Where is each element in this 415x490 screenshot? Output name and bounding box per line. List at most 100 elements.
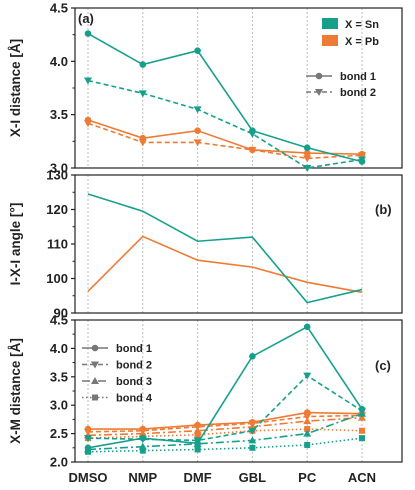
y-tick-label: 120 (46, 202, 68, 217)
data-point (303, 417, 312, 425)
data-point (303, 144, 311, 152)
data-point (304, 426, 311, 433)
series-line-sn-bond-2 (87, 374, 363, 442)
series-line-pb (87, 235, 363, 294)
legend-marker (91, 377, 99, 384)
data-point (248, 130, 257, 138)
data-point (84, 30, 92, 37)
legend-label: X = Sn (345, 19, 379, 31)
data-point (303, 149, 311, 157)
y-tick-label: 130 (46, 168, 68, 183)
data-point (358, 152, 366, 160)
legend-label: bond 2 (340, 87, 376, 99)
data-point (303, 165, 312, 172)
y-tick-label: 3.5 (50, 107, 68, 122)
series-line-sn-bond-4 (87, 437, 363, 453)
data-point (84, 435, 92, 443)
x-tick-label: ACN (348, 470, 376, 485)
legend-label: X = Pb (345, 36, 379, 48)
data-point (248, 436, 257, 444)
panel-b: 90 100 110 120 130 I-X-I angle [°] (b) (8, 168, 403, 321)
series-line-pb-bond-2 (87, 414, 363, 433)
data-point (358, 409, 366, 417)
y-tick-label: 4.0 (50, 341, 68, 356)
panel-c: 2.0 2.5 3.0 3.5 4.0 4.5 X-M distance [Å] (c) bon… (8, 313, 403, 485)
data-point (303, 429, 312, 437)
data-point (248, 427, 257, 435)
y-tick-label: 3.0 (50, 398, 68, 413)
series-line-pb-bond-4 (87, 428, 363, 439)
data-point (138, 139, 147, 147)
y-tick-label: 2.0 (50, 455, 68, 470)
legend-marker (91, 344, 99, 352)
data-point (304, 441, 311, 448)
panel-label: (b) (375, 202, 392, 217)
data-point (194, 446, 201, 453)
y-tick-label: 3.0 (50, 161, 68, 176)
data-point (249, 353, 256, 360)
data-point (303, 413, 312, 421)
legend-label: bond 4 (116, 393, 153, 405)
legend-label: bond 1 (340, 71, 376, 83)
data-point (249, 444, 256, 451)
series-line-sn-bond-2 (87, 79, 363, 169)
data-point (193, 139, 202, 147)
data-point (303, 155, 312, 163)
data-point (138, 90, 147, 98)
legend-swatch-pb (322, 35, 338, 46)
data-point (139, 61, 147, 68)
legend-swatch-sn (322, 18, 338, 29)
data-point (194, 431, 201, 438)
data-point (358, 156, 366, 164)
data-point (303, 372, 312, 380)
legend-marker (92, 394, 98, 401)
data-point (194, 47, 201, 54)
series-line-pb-bond-1 (88, 411, 363, 430)
x-tick-label: DMF (184, 470, 212, 485)
data-point (194, 127, 201, 134)
panel-a: 3.0 3.5 4.0 4.5 X-I distance [Å] (a) X = Sn X =… (8, 1, 403, 176)
y-tick-label: 4.5 (50, 313, 68, 328)
y-axis-label: X-M distance [Å] (8, 338, 23, 444)
y-tick-label: 100 (46, 271, 68, 286)
y-tick-label: 4.5 (50, 1, 68, 16)
legend-label: bond 3 (116, 376, 152, 388)
panel-label: (c) (375, 358, 391, 373)
data-point (358, 413, 366, 421)
data-point (193, 439, 202, 447)
data-point (193, 106, 202, 114)
y-axis-label: X-I distance [Å] (8, 39, 23, 137)
y-axis-label: I-X-I angle [°] (8, 203, 23, 286)
x-tick-label: GBL (239, 470, 267, 485)
y-tick-label: 90 (54, 306, 68, 321)
legend-marker (315, 89, 323, 96)
series-line-sn-bond-1 (87, 325, 363, 449)
data-point (139, 447, 146, 454)
series-line-sn-bond-1 (87, 32, 363, 163)
series-line-pb-bond-2 (87, 122, 363, 160)
series-line-pb-bond-1 (87, 119, 363, 155)
data-point (248, 146, 257, 154)
y-tick-label: 110 (47, 237, 68, 252)
legend-marker (91, 361, 99, 369)
data-point (85, 448, 91, 455)
series-line-pb-bond-3 (87, 416, 363, 437)
series-line-sn (87, 193, 363, 304)
data-point (138, 436, 147, 444)
data-point (359, 427, 365, 434)
legend-label: bond 2 (116, 360, 152, 372)
y-tick-label: 2.5 (50, 426, 68, 441)
data-point (84, 77, 92, 85)
panel-label: (a) (78, 11, 94, 26)
series-line-sn-bond-3 (87, 412, 363, 451)
data-point (303, 323, 311, 331)
legend-label: bond 1 (116, 343, 152, 355)
y-tick-label: 4.0 (50, 54, 68, 69)
y-tick-label: 3.5 (50, 369, 68, 384)
x-tick-label: NMP (128, 470, 157, 485)
data-point (84, 120, 92, 128)
x-tick-label: PC (298, 470, 317, 485)
legend-marker (315, 72, 323, 80)
x-tick-label: DMSO (69, 470, 108, 485)
